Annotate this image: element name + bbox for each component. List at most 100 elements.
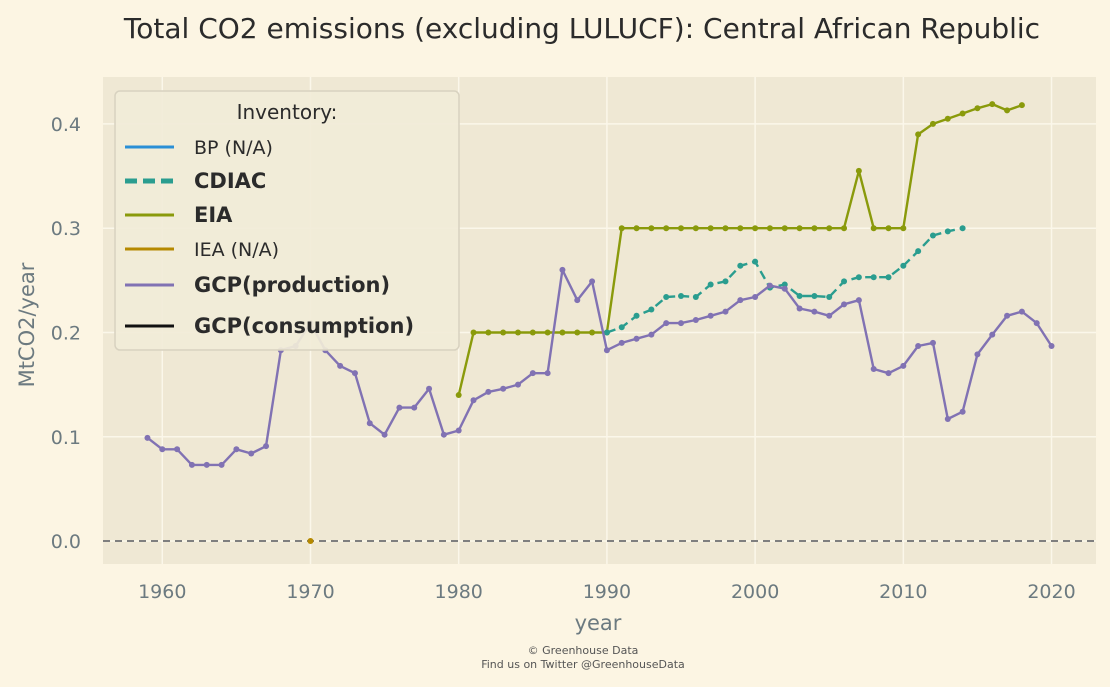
data-point bbox=[248, 450, 255, 457]
data-point bbox=[915, 131, 922, 138]
data-point bbox=[678, 292, 685, 299]
legend-title: Inventory: bbox=[237, 100, 338, 124]
data-point bbox=[841, 278, 848, 285]
data-point bbox=[470, 397, 477, 404]
data-point bbox=[796, 305, 803, 312]
data-point bbox=[737, 262, 744, 269]
data-point bbox=[514, 381, 521, 388]
data-point bbox=[707, 281, 714, 288]
data-point bbox=[633, 335, 640, 342]
data-point bbox=[826, 312, 833, 319]
data-point bbox=[692, 316, 699, 323]
legend-box bbox=[114, 90, 460, 351]
data-point bbox=[663, 225, 670, 232]
data-point bbox=[781, 225, 788, 232]
data-point bbox=[485, 329, 492, 336]
x-tick-label: 1980 bbox=[435, 581, 483, 603]
legend-entry: EIA bbox=[125, 203, 233, 227]
data-point bbox=[351, 370, 358, 377]
data-point bbox=[722, 308, 729, 315]
data-point bbox=[589, 278, 596, 285]
data-point bbox=[722, 225, 729, 232]
data-point bbox=[900, 225, 907, 232]
data-point bbox=[781, 281, 788, 288]
legend-entry: BP (N/A) bbox=[125, 137, 273, 159]
data-point bbox=[648, 331, 655, 338]
data-point bbox=[885, 274, 892, 281]
data-point bbox=[796, 225, 803, 232]
data-point bbox=[796, 292, 803, 299]
data-point bbox=[707, 225, 714, 232]
x-tick-label: 2010 bbox=[879, 581, 927, 603]
x-tick-label: 1970 bbox=[286, 581, 334, 603]
legend-entry: CDIAC bbox=[125, 169, 266, 193]
data-point bbox=[766, 225, 773, 232]
data-point bbox=[692, 294, 699, 301]
data-point bbox=[929, 232, 936, 239]
data-point bbox=[381, 431, 388, 438]
y-tick-label: 0.0 bbox=[51, 531, 81, 553]
legend-label: GCP(production) bbox=[194, 273, 390, 297]
data-point bbox=[929, 120, 936, 127]
data-point bbox=[159, 446, 166, 453]
data-point bbox=[1033, 320, 1040, 327]
data-point bbox=[929, 339, 936, 346]
data-point bbox=[144, 434, 151, 441]
data-point bbox=[603, 347, 610, 354]
data-point bbox=[811, 292, 818, 299]
data-point bbox=[663, 320, 670, 327]
data-point bbox=[529, 329, 536, 336]
data-point bbox=[485, 388, 492, 395]
legend-label: CDIAC bbox=[194, 169, 266, 193]
data-point bbox=[529, 370, 536, 377]
data-point bbox=[1004, 312, 1011, 319]
data-point bbox=[959, 408, 966, 415]
x-axis-label: year bbox=[575, 611, 622, 635]
y-tick-label: 0.1 bbox=[51, 427, 81, 449]
data-point bbox=[944, 228, 951, 235]
data-point bbox=[841, 301, 848, 308]
data-point bbox=[989, 331, 996, 338]
data-point bbox=[885, 370, 892, 377]
data-point bbox=[455, 392, 462, 399]
legend-entry: GCP(production) bbox=[125, 273, 390, 297]
data-point bbox=[974, 105, 981, 112]
data-point bbox=[692, 225, 699, 232]
data-point bbox=[870, 274, 877, 281]
data-point bbox=[781, 285, 788, 292]
data-point bbox=[855, 297, 862, 304]
data-point bbox=[411, 404, 418, 411]
data-point bbox=[500, 385, 507, 392]
data-point bbox=[396, 404, 403, 411]
x-axis-ticks: 1960 1970 1980 1990 2000 2010 2020 bbox=[138, 581, 1076, 603]
data-point bbox=[1048, 343, 1055, 350]
data-point bbox=[678, 320, 685, 327]
data-point bbox=[559, 329, 566, 336]
x-tick-label: 1990 bbox=[583, 581, 631, 603]
chart-title: Total CO2 emissions (excluding LULUCF): … bbox=[123, 12, 1040, 45]
data-point bbox=[811, 308, 818, 315]
data-point bbox=[915, 343, 922, 350]
y-tick-label: 0.4 bbox=[51, 114, 81, 136]
data-point bbox=[989, 101, 996, 108]
data-point bbox=[574, 297, 581, 304]
data-point bbox=[514, 329, 521, 336]
series-layer bbox=[144, 101, 1055, 545]
data-point bbox=[885, 225, 892, 232]
series-iea bbox=[307, 538, 314, 545]
data-point bbox=[752, 258, 759, 265]
data-point bbox=[633, 312, 640, 319]
legend-entry: GCP(consumption) bbox=[125, 314, 414, 338]
legend-label: BP (N/A) bbox=[194, 137, 273, 159]
data-point bbox=[589, 329, 596, 336]
data-point bbox=[678, 225, 685, 232]
x-tick-label: 1960 bbox=[138, 581, 186, 603]
data-point bbox=[826, 225, 833, 232]
legend-label: EIA bbox=[194, 203, 233, 227]
data-point bbox=[959, 225, 966, 232]
data-point bbox=[440, 431, 447, 438]
data-point bbox=[307, 538, 314, 545]
data-point bbox=[752, 294, 759, 301]
data-point bbox=[603, 329, 610, 336]
